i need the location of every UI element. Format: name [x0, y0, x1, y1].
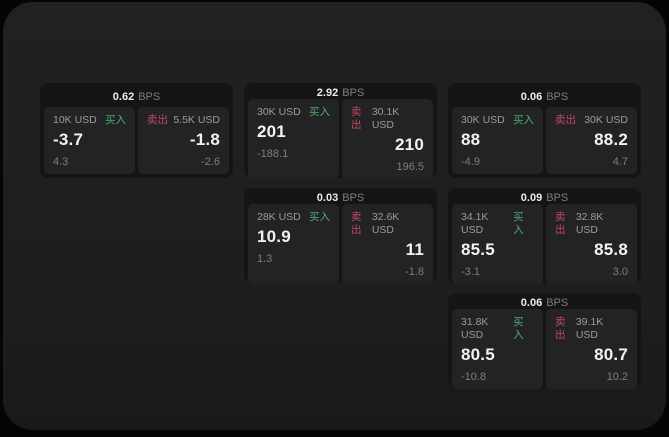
sell-size-label: 30K USD — [584, 114, 628, 126]
buy-action-label: 买入 — [513, 316, 524, 341]
bps-value: 2.92 — [316, 87, 339, 99]
buy-change: 4.3 — [53, 156, 69, 168]
buy-panel[interactable]: 10K USD 买入 -3.7 4.3 — [44, 107, 135, 174]
bps-value: 0.06 — [520, 297, 543, 309]
buy-action-label: 买入 — [513, 114, 534, 126]
bps-unit: BPS — [138, 91, 161, 103]
bps-value: 0.09 — [520, 192, 543, 204]
buy-price: -3.7 — [53, 130, 84, 149]
sell-size-label: 39.1K USD — [575, 316, 604, 341]
buy-change: -4.9 — [461, 156, 480, 168]
buy-size-label: 10K USD — [53, 114, 97, 126]
bps-card: 0.09 BPS 34.1K USD 买入 85.5 -3.1 卖出 32.8K… — [448, 188, 641, 284]
sell-action-label: 卖出 — [147, 114, 168, 126]
buy-price: 88 — [461, 130, 481, 149]
sell-panel[interactable]: 卖出 30K USD 88.2 4.7 — [546, 107, 637, 174]
sell-price: 210 — [395, 135, 424, 154]
buy-size-label: 34.1K USD — [461, 211, 489, 236]
buy-price: 85.5 — [461, 240, 495, 259]
sell-change: -1.8 — [405, 266, 424, 278]
bps-header: 0.09 BPS — [452, 192, 637, 204]
buy-change: -3.1 — [461, 266, 480, 278]
buy-panel[interactable]: 30K USD 买入 201 -188.1 — [248, 99, 339, 179]
sell-panel[interactable]: 卖出 39.1K USD 80.7 10.2 — [546, 309, 637, 389]
buy-size-label: 30K USD — [257, 106, 301, 118]
buy-change: -188.1 — [257, 148, 289, 160]
sell-action-label: 卖出 — [555, 114, 576, 126]
buy-change: -10.8 — [461, 371, 487, 383]
sell-panel[interactable]: 卖出 32.6K USD 11 -1.8 — [342, 204, 433, 284]
bps-header: 0.06 BPS — [452, 297, 637, 309]
bps-header: 2.92 BPS — [248, 87, 433, 99]
buy-price: 80.5 — [461, 345, 495, 364]
sell-size-label: 30.1K USD — [371, 106, 400, 131]
quote-card-grid: 0.62 BPS 10K USD 买入 -3.7 4.3 卖出 5.5K USD — [40, 83, 641, 389]
buy-size-label: 28K USD — [257, 211, 301, 223]
buy-panel[interactable]: 31.8K USD 买入 80.5 -10.8 — [452, 309, 543, 389]
sell-price: 88.2 — [594, 130, 628, 149]
bps-unit: BPS — [342, 192, 365, 204]
sell-panel[interactable]: 卖出 32.8K USD 85.8 3.0 — [546, 204, 637, 284]
buy-price: 201 — [257, 122, 286, 141]
app-window: 0.62 BPS 10K USD 买入 -3.7 4.3 卖出 5.5K USD — [3, 2, 666, 430]
bps-card: 2.92 BPS 30K USD 买入 201 -188.1 卖出 30.1K … — [244, 83, 437, 179]
bps-header: 0.62 BPS — [44, 87, 229, 107]
sell-change: 196.5 — [396, 161, 424, 173]
sell-action-label: 卖出 — [555, 316, 566, 341]
buy-size-label: 30K USD — [461, 114, 505, 126]
bps-card: 0.06 BPS 30K USD 买入 88 -4.9 卖出 30K USD — [448, 83, 641, 178]
sell-change: -2.6 — [201, 156, 220, 168]
sell-change: 4.7 — [612, 156, 628, 168]
buy-action-label: 买入 — [309, 211, 330, 223]
sell-size-label: 5.5K USD — [173, 114, 220, 126]
bps-card: 0.03 BPS 28K USD 买入 10.9 1.3 卖出 32.6K US… — [244, 188, 437, 284]
sell-price: 11 — [405, 240, 424, 259]
sell-price: 85.8 — [594, 240, 628, 259]
sell-price: 80.7 — [594, 345, 628, 364]
bps-unit: BPS — [342, 87, 365, 99]
sell-price: -1.8 — [189, 130, 220, 149]
sell-size-label: 32.8K USD — [575, 211, 604, 236]
sell-change: 10.2 — [606, 371, 628, 383]
bps-header: 0.06 BPS — [452, 87, 637, 107]
sell-panel[interactable]: 卖出 30.1K USD 210 196.5 — [342, 99, 433, 179]
bps-card: 0.06 BPS 31.8K USD 买入 80.5 -10.8 卖出 39.1… — [448, 293, 641, 389]
bps-value: 0.03 — [316, 192, 339, 204]
buy-panel[interactable]: 30K USD 买入 88 -4.9 — [452, 107, 543, 174]
buy-panel[interactable]: 28K USD 买入 10.9 1.3 — [248, 204, 339, 284]
buy-action-label: 买入 — [105, 114, 126, 126]
sell-size-label: 32.6K USD — [371, 211, 400, 236]
buy-price: 10.9 — [257, 227, 291, 246]
buy-action-label: 买入 — [309, 106, 330, 118]
bps-unit: BPS — [546, 91, 569, 103]
bps-value: 0.06 — [520, 91, 543, 103]
sell-action-label: 卖出 — [351, 106, 362, 131]
bps-header: 0.03 BPS — [248, 192, 433, 204]
sell-action-label: 卖出 — [555, 211, 566, 236]
sell-change: 3.0 — [612, 266, 628, 278]
bps-unit: BPS — [546, 192, 569, 204]
bps-value: 0.62 — [112, 91, 135, 103]
bps-card: 0.62 BPS 10K USD 买入 -3.7 4.3 卖出 5.5K USD — [40, 83, 233, 178]
sell-action-label: 卖出 — [351, 211, 362, 236]
buy-panel[interactable]: 34.1K USD 买入 85.5 -3.1 — [452, 204, 543, 284]
buy-action-label: 买入 — [513, 211, 524, 236]
sell-panel[interactable]: 卖出 5.5K USD -1.8 -2.6 — [138, 107, 229, 174]
bps-unit: BPS — [546, 297, 569, 309]
buy-size-label: 31.8K USD — [461, 316, 489, 341]
buy-change: 1.3 — [257, 253, 273, 265]
